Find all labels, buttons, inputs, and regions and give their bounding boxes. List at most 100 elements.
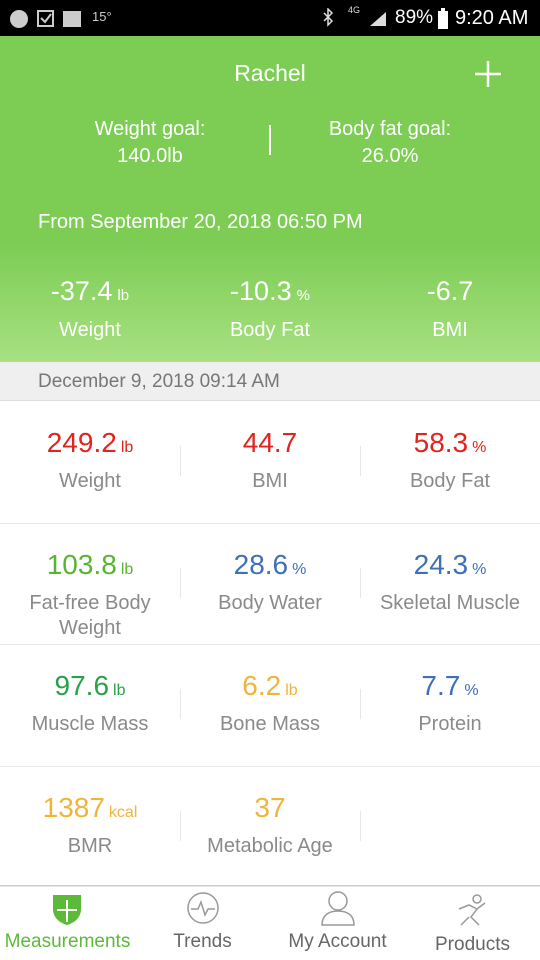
metric-label: Body Fat [409, 470, 491, 492]
nav-account[interactable]: My Account [270, 885, 405, 960]
change-value: -37.4 lb [0, 276, 180, 307]
nav-trends[interactable]: Trends [135, 885, 270, 960]
metric-unit: lb [285, 682, 298, 699]
metric-number: 44.7 [242, 427, 298, 458]
metric: 58.3% Body Fat [360, 427, 540, 494]
status-bar: 15° 4G 89% 9:20 AM [0, 0, 540, 36]
nav-border [0, 885, 540, 886]
metric-label: Bone Mass [219, 713, 321, 735]
metric: 24.3% Skeletal Muscle [360, 549, 540, 616]
metric-row [0, 523, 540, 645]
metric-unit: % [472, 561, 487, 578]
change-unit: lb [117, 287, 130, 304]
cell-divider [360, 689, 361, 719]
metric: 28.6% Body Water [180, 549, 360, 616]
cell-divider [180, 568, 181, 598]
body-fat-goal: Body fat goal: 26.0% [290, 116, 490, 170]
metric-number: 97.6 [54, 670, 110, 701]
metric-number: 249.2 [46, 427, 117, 458]
metric-number: 103.8 [46, 549, 117, 580]
change-number: -37.4 [50, 276, 113, 306]
signal-icons [323, 8, 386, 27]
divider [269, 125, 271, 155]
metric-label: BMI [252, 470, 288, 492]
profile-name: Rachel [234, 60, 306, 86]
change-value: -6.7 [360, 276, 540, 307]
measurement-date: December 9, 2018 09:14 AM [38, 371, 280, 392]
change: -6.7 BMI [360, 276, 540, 342]
metric-value: 103.8 lb [0, 549, 180, 581]
nav-label: My Account [288, 931, 387, 952]
metric-unit: lb [120, 561, 134, 578]
metric-value: 6.2 lb [180, 670, 360, 702]
change-value: -10.3% [180, 276, 360, 307]
metric-label: Muscle Mass [31, 713, 149, 735]
cell-divider [360, 446, 361, 476]
metric-value: 44.7 [180, 427, 360, 459]
battery-icon [438, 8, 448, 29]
cell-divider [180, 446, 181, 476]
metric: 1387 kcal BMR [0, 792, 180, 859]
metric-value: 7.7% [360, 670, 540, 702]
metric-value: 1387 kcal [0, 792, 180, 824]
metric: 7.7% Protein [360, 670, 540, 737]
metric: 103.8 lb Fat-free Body Weight [0, 549, 180, 641]
metric-label: Weight [59, 470, 121, 492]
metric-row [0, 766, 540, 887]
metric-label: Body Water [218, 592, 322, 614]
metric-number: 6.2 [242, 670, 282, 701]
change-number: -10.3 [230, 276, 292, 306]
cell-divider [360, 568, 361, 598]
metric: 97.6 lb Muscle Mass [0, 670, 180, 737]
metric-label: Fat-free Body Weight [29, 592, 151, 639]
nav-label: Products [435, 934, 510, 955]
metric-row [0, 401, 540, 524]
metric-value: 24.3% [360, 549, 540, 581]
metric-number: 58.3 [413, 427, 469, 458]
cell-divider [180, 811, 181, 841]
network: 4G [348, 5, 361, 15]
body-fat-goal-value: 26.0% [361, 145, 419, 167]
metric-label: Protein [418, 713, 482, 735]
metric-unit: % [292, 561, 307, 578]
metric-value: 28.6% [180, 549, 360, 581]
metric: 44.7 BMI [180, 427, 360, 494]
metric-number: 1387 [42, 792, 105, 823]
change: -37.4 lb Weight [0, 276, 180, 342]
change: -10.3% Body Fat [180, 276, 360, 342]
metric: 249.2 lb Weight [0, 427, 180, 494]
metric-unit: % [464, 682, 479, 699]
metric-number: 24.3 [413, 549, 469, 580]
nav-products[interactable]: Products [405, 885, 540, 960]
add-button[interactable] [474, 60, 502, 88]
change-number: -6.7 [426, 276, 474, 306]
since-date: From September 20, 2018 06:50 PM [38, 211, 363, 233]
metric-number: 7.7 [421, 670, 461, 701]
metric-unit: % [472, 439, 487, 456]
nav-icon [187, 892, 219, 924]
nav-label: Measurements [4, 931, 131, 952]
change-label: BMI [432, 319, 468, 341]
weight-goal: Weight goal: 140.0lb [50, 116, 250, 170]
metric-number: 28.6 [233, 549, 289, 580]
change-label: Body Fat [229, 319, 311, 341]
date-bar: December 9, 2018 09:14 AM [0, 362, 540, 401]
metric-value: 97.6 lb [0, 670, 180, 702]
nav-label: Trends [173, 931, 232, 952]
metric-unit: kcal [108, 804, 138, 821]
metric-label: Metabolic Age [207, 835, 333, 857]
metric-row [0, 644, 540, 767]
weight-goal-label: Weight goal: [94, 118, 206, 140]
battery-level: 89% [395, 7, 434, 28]
body-fat-goal-label: Body fat goal: [328, 118, 452, 140]
metric-value: 249.2 lb [0, 427, 180, 459]
nav-measurements[interactable]: Measurements [0, 885, 135, 960]
nav-icon [458, 894, 486, 926]
status-icons [10, 10, 81, 28]
weight-goal-value: 140.0lb [117, 145, 183, 167]
metric-value: 58.3% [360, 427, 540, 459]
nav-icon [321, 891, 355, 926]
nav-icon [53, 895, 81, 925]
cell-divider [180, 689, 181, 719]
